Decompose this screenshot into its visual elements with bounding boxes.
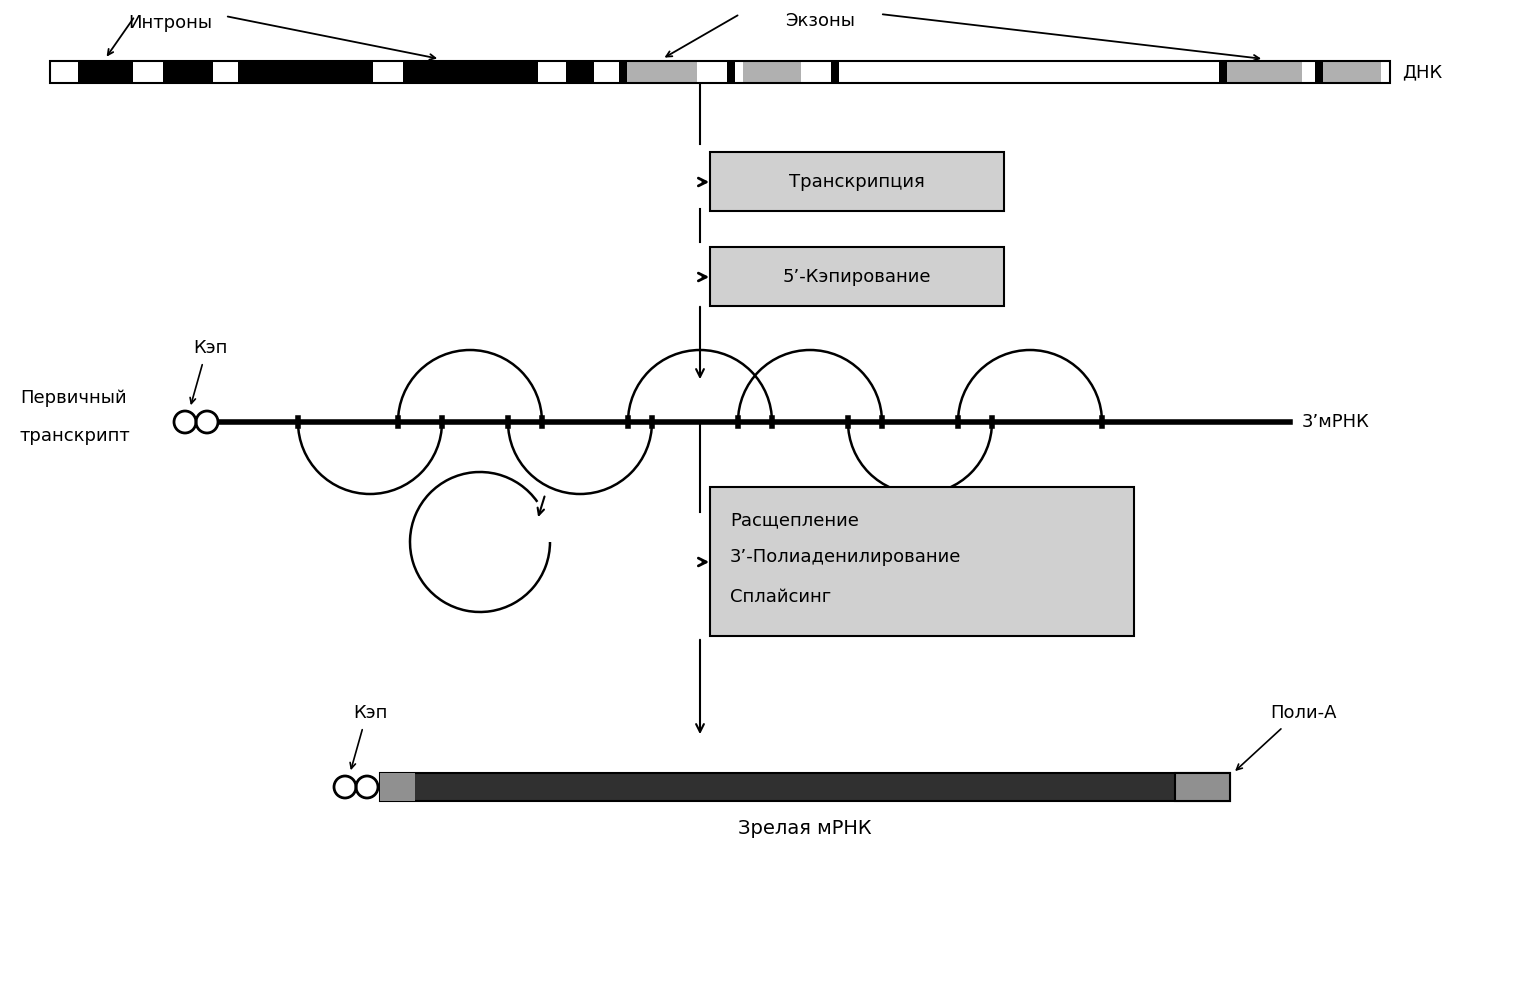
Text: Расщепление: Расщепление [730, 511, 859, 529]
Bar [735, 61, 742, 83]
Text: Первичный: Первичный [20, 389, 127, 407]
Text: Сплайсинг: Сплайсинг [730, 588, 831, 606]
Bar [238, 61, 373, 83]
Bar [1302, 61, 1327, 83]
Bar [403, 61, 538, 83]
Bar [696, 61, 727, 83]
Text: ДНК: ДНК [1402, 63, 1442, 81]
Text: 3’-Полиаденилирование: 3’-Полиаденилирование [730, 548, 962, 566]
Bar [839, 61, 1220, 83]
Bar [1315, 61, 1322, 83]
Bar [1227, 61, 1302, 83]
Bar [831, 61, 839, 83]
Bar [727, 61, 735, 83]
Bar [594, 61, 620, 83]
Text: Кэп: Кэп [353, 704, 387, 722]
Text: транскрипт: транскрипт [20, 427, 130, 445]
Bar [801, 61, 831, 83]
Bar [742, 61, 801, 83]
Bar [51, 61, 1390, 83]
Bar [620, 61, 627, 83]
Bar [1175, 773, 1230, 801]
Bar [1220, 61, 1227, 83]
Bar [213, 61, 238, 83]
Text: Экзоны: Экзоны [785, 12, 854, 30]
Bar [627, 61, 696, 83]
Bar [1381, 61, 1388, 83]
Bar [78, 61, 133, 83]
Bar [163, 61, 213, 83]
Bar [51, 61, 1390, 83]
Text: Кэп: Кэп [193, 339, 227, 357]
Text: 3’мРНК: 3’мРНК [1302, 413, 1370, 431]
Text: Поли-А: Поли-А [1270, 704, 1336, 722]
Text: Транскрипция: Транскрипция [788, 173, 925, 191]
FancyBboxPatch shape [710, 152, 1003, 211]
Bar [380, 773, 1230, 801]
Text: Зрелая мРНК: Зрелая мРНК [738, 819, 871, 838]
Bar [373, 61, 403, 83]
Bar [1322, 61, 1381, 83]
FancyBboxPatch shape [710, 247, 1003, 306]
Text: 5’-Кэпирование: 5’-Кэпирование [782, 268, 931, 286]
Bar [380, 773, 416, 801]
Text: Интроны: Интроны [127, 14, 212, 32]
Bar [538, 61, 566, 83]
FancyBboxPatch shape [710, 487, 1134, 636]
Bar [566, 61, 594, 83]
Bar [51, 61, 78, 83]
Bar [133, 61, 163, 83]
